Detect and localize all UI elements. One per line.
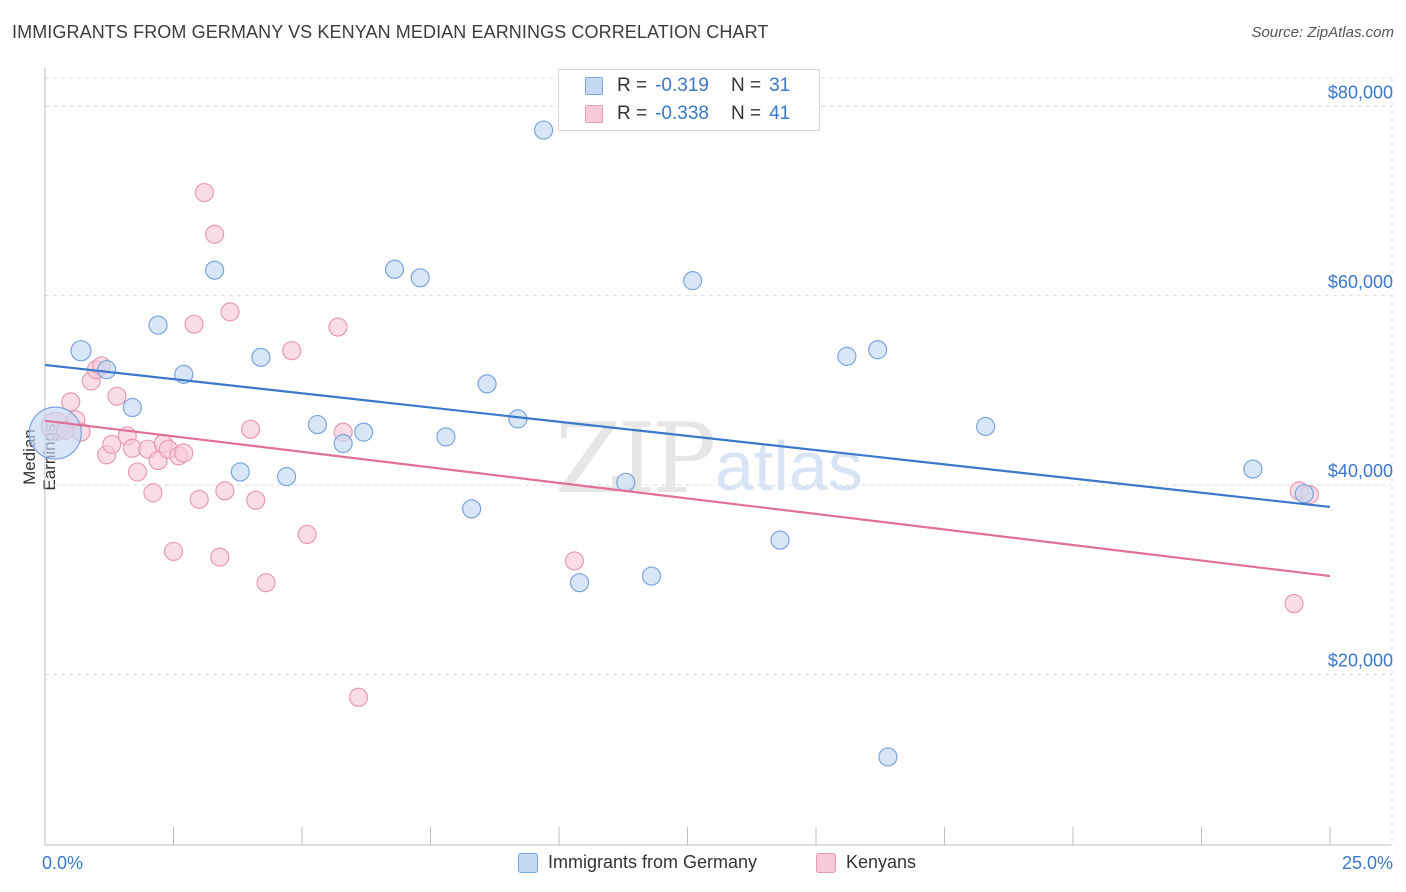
- germany-trend-line: [44, 363, 1331, 509]
- germany-point: [770, 530, 790, 550]
- y-tick-label: $20,000: [1328, 651, 1393, 671]
- legend-row-germany: R = -0.319 N = 31: [585, 75, 790, 97]
- kenyans-point: [189, 489, 209, 509]
- germany-point: [97, 360, 117, 380]
- x-tick-label-max: 25.0%: [1342, 853, 1393, 873]
- legend-r-label: R =: [617, 75, 648, 96]
- kenyans-point: [61, 392, 81, 412]
- legend-n-value: 41: [769, 103, 791, 124]
- germany-point: [354, 422, 374, 442]
- kenyans-point: [210, 547, 230, 567]
- kenyans-point: [256, 573, 276, 593]
- kenyans-point: [246, 490, 266, 510]
- watermark: ZIP atlas: [555, 403, 863, 515]
- kenyans-point: [220, 302, 240, 322]
- legend-label-kenyans: Kenyans: [846, 852, 917, 872]
- germany-point: [276, 467, 297, 487]
- watermark-atlas: atlas: [715, 427, 863, 505]
- germany-point: [1243, 459, 1263, 479]
- kenyans-point: [297, 524, 317, 545]
- germany-point: [837, 346, 857, 366]
- kenyans-point: [102, 434, 122, 455]
- germany-point: [683, 271, 703, 291]
- kenyans-point: [205, 224, 225, 244]
- legend-n-label: N =: [730, 75, 762, 96]
- kenyans-point: [564, 551, 585, 571]
- germany-point: [1294, 484, 1314, 504]
- kenyans-point: [143, 483, 163, 503]
- chart-source: Source: ZipAtlas.com: [1251, 24, 1394, 41]
- kenyans-point: [328, 317, 348, 337]
- legend-swatch-kenyans: [585, 105, 603, 123]
- legend-r-value: -0.338: [655, 103, 709, 124]
- kenyans-point: [107, 386, 127, 406]
- germany-point: [641, 566, 662, 586]
- x-tick-label-min: 0.0%: [42, 853, 83, 873]
- germany-point: [616, 472, 636, 492]
- legend-row-kenyans: R = -0.338 N = 41: [585, 103, 790, 125]
- legend-n-value: 31: [769, 75, 791, 96]
- germany-point: [533, 120, 554, 140]
- germany-point: [251, 347, 271, 367]
- germany-point: [976, 416, 996, 437]
- germany-point: [878, 747, 898, 767]
- kenyans-point: [184, 314, 204, 334]
- germany-point: [28, 406, 82, 460]
- germany-point: [205, 260, 225, 280]
- legend-item-kenyans[interactable]: Kenyans: [816, 852, 916, 873]
- germany-point: [122, 397, 142, 418]
- germany-point: [148, 315, 168, 335]
- kenyans-point: [127, 462, 148, 482]
- germany-points: [28, 120, 1314, 767]
- y-tick-label: $80,000: [1328, 82, 1393, 102]
- germany-point: [477, 374, 497, 394]
- germany-point: [569, 573, 590, 593]
- correlation-legend: R = -0.319 N = 31 R = -0.338 N = 41: [558, 69, 820, 131]
- y-tick-label: $60,000: [1328, 272, 1393, 292]
- germany-point: [307, 414, 328, 435]
- kenyans-point: [282, 341, 302, 361]
- kenyans-point: [174, 443, 194, 463]
- kenyans-point: [1284, 593, 1304, 614]
- legend-swatch-germany: [518, 852, 538, 873]
- kenyans-point: [163, 541, 184, 562]
- germany-point: [70, 340, 92, 362]
- germany-point: [410, 268, 430, 288]
- germany-point: [868, 340, 888, 360]
- germany-point: [462, 499, 482, 519]
- kenyans-point: [241, 419, 261, 439]
- series-legend: Immigrants from Germany Kenyans: [0, 852, 1406, 878]
- kenyans-point: [215, 481, 235, 501]
- trend-lines: [44, 363, 1331, 578]
- legend-n-label: N =: [730, 103, 762, 124]
- legend-swatch-germany: [585, 77, 603, 95]
- germany-point: [436, 427, 456, 447]
- legend-label-germany: Immigrants from Germany: [548, 852, 758, 872]
- kenyans-point: [194, 182, 214, 203]
- legend-r-value: -0.319: [655, 75, 709, 96]
- germany-point: [230, 462, 250, 482]
- germany-point: [333, 433, 353, 454]
- kenyans-trend-line: [44, 419, 1331, 578]
- legend-swatch-kenyans: [816, 852, 836, 873]
- kenyans-point: [348, 687, 369, 707]
- chart-title: IMMIGRANTS FROM GERMANY VS KENYAN MEDIAN…: [12, 22, 769, 42]
- legend-item-germany[interactable]: Immigrants from Germany: [518, 852, 757, 873]
- legend-r-label: R =: [617, 103, 648, 124]
- y-tick-label: $40,000: [1328, 461, 1393, 481]
- watermark-zip: ZIP: [555, 403, 714, 515]
- tick-labels: $20,000 $40,000 $60,000 $80,000 0.0% 25.0%: [42, 82, 1393, 873]
- germany-point: [384, 259, 405, 279]
